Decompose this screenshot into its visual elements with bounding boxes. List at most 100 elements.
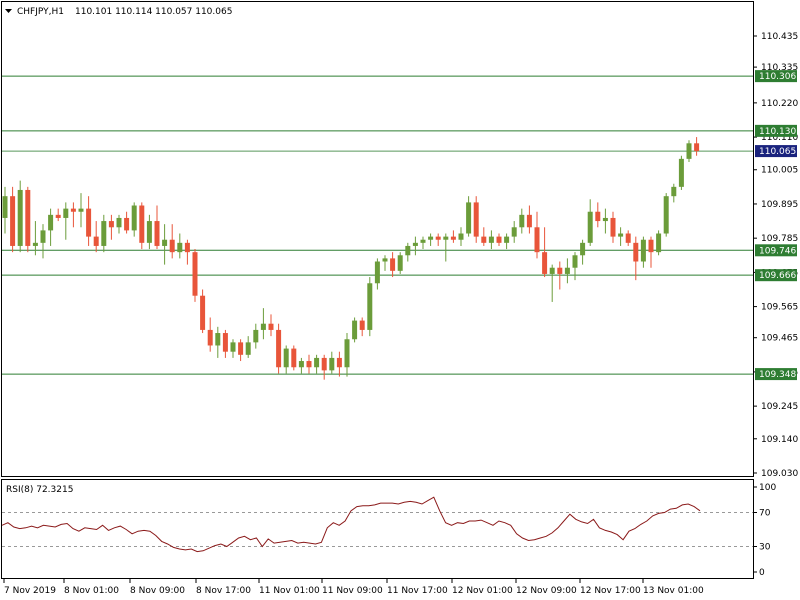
candle-body — [139, 205, 145, 243]
candle — [412, 236, 418, 256]
candle — [78, 193, 84, 228]
candle-body — [101, 221, 107, 246]
time-tick-label: 13 Nov 01:00 — [643, 586, 704, 596]
time-tick-label: 8 Nov 09:00 — [130, 586, 185, 596]
candle — [321, 354, 327, 380]
candle-body — [511, 227, 517, 237]
candle — [17, 180, 23, 253]
candle-body — [374, 261, 380, 284]
candle-body — [10, 196, 16, 246]
rsi-tick-label: 100 — [759, 483, 776, 493]
candle-body — [572, 255, 578, 268]
candle-body — [169, 239, 175, 253]
level-tag — [755, 368, 797, 381]
candle — [496, 233, 502, 246]
collapse-triangle-icon[interactable] — [5, 9, 12, 13]
candle — [481, 227, 487, 246]
candle — [116, 214, 122, 234]
candle — [542, 227, 548, 278]
candle — [450, 230, 456, 243]
candle-body — [580, 242, 586, 256]
candle — [610, 211, 616, 243]
candle-body — [397, 255, 403, 271]
candle — [108, 214, 114, 240]
candle — [397, 252, 403, 274]
candle — [466, 196, 472, 237]
candle-body — [276, 329, 282, 368]
candle-body — [633, 242, 639, 262]
candle — [336, 351, 342, 377]
candle-body — [17, 189, 23, 246]
candle-body — [162, 239, 168, 246]
candle — [25, 186, 31, 253]
candle — [329, 351, 335, 374]
candle — [504, 233, 510, 250]
candle — [124, 211, 130, 234]
candle — [458, 227, 464, 246]
candle-body — [405, 245, 411, 256]
candle — [473, 196, 479, 243]
candle — [352, 317, 358, 343]
rsi-line — [1, 496, 701, 553]
level-tag-label: 109.666 — [759, 271, 796, 281]
candle-body — [526, 214, 532, 228]
candle — [519, 208, 525, 234]
time-tick-label: 12 Nov 17:00 — [580, 586, 641, 596]
candle — [656, 230, 662, 256]
candle — [177, 233, 183, 259]
candle-body — [93, 236, 99, 246]
candle — [306, 354, 312, 374]
candle — [184, 239, 190, 265]
candle-body — [542, 252, 548, 274]
price-tick-label: 110.335 — [761, 63, 798, 73]
candle — [367, 277, 373, 337]
candle-body — [618, 233, 624, 237]
candle — [298, 357, 304, 374]
candle — [260, 308, 266, 340]
candle-body — [367, 283, 373, 330]
candle — [162, 224, 168, 265]
rsi-label: RSI(8) 72.3215 — [6, 485, 73, 495]
candle-body — [177, 242, 183, 253]
candle — [488, 230, 494, 250]
candle-body — [2, 196, 8, 218]
last-price-label: 110.065 — [759, 147, 796, 157]
candle — [101, 214, 107, 253]
candle — [344, 333, 350, 377]
candle — [55, 208, 61, 222]
candle — [207, 317, 213, 352]
candle — [2, 186, 8, 234]
candle-body — [253, 329, 259, 343]
candle-body — [648, 239, 654, 253]
rsi-frame — [1, 479, 754, 579]
candle-body — [260, 323, 266, 330]
time-tick-label: 8 Nov 17:00 — [196, 586, 251, 596]
candle — [283, 345, 289, 374]
ohlc-label: 110.101 110.114 110.057 110.065 — [75, 7, 232, 17]
candle-body — [557, 267, 563, 274]
candle-body — [420, 239, 426, 243]
candle-body — [656, 233, 662, 253]
candle-body — [359, 320, 365, 330]
candle — [557, 261, 563, 290]
candle — [245, 336, 251, 358]
level-tag-label: 109.746 — [759, 246, 796, 256]
rsi-axis: 100 70 30 0 — [753, 483, 776, 578]
candle-body — [298, 361, 304, 368]
level-tag — [755, 244, 797, 257]
time-tick-label: 11 Nov 01:00 — [259, 586, 320, 596]
level-tag — [755, 124, 797, 137]
price-tick-label: 109.465 — [761, 334, 798, 344]
price-tick-label: 109.140 — [761, 435, 798, 445]
candle-body — [146, 221, 152, 243]
candle-body — [25, 189, 31, 246]
candle-body — [184, 242, 190, 253]
candle-body — [86, 208, 92, 237]
candle-body — [466, 202, 472, 234]
candle-body — [131, 205, 137, 231]
price-tick-label: 110.435 — [761, 32, 798, 42]
candle — [86, 196, 92, 246]
rsi-level-lines — [2, 512, 753, 547]
candle — [146, 214, 152, 250]
price-tick-label: 109.785 — [761, 234, 798, 244]
